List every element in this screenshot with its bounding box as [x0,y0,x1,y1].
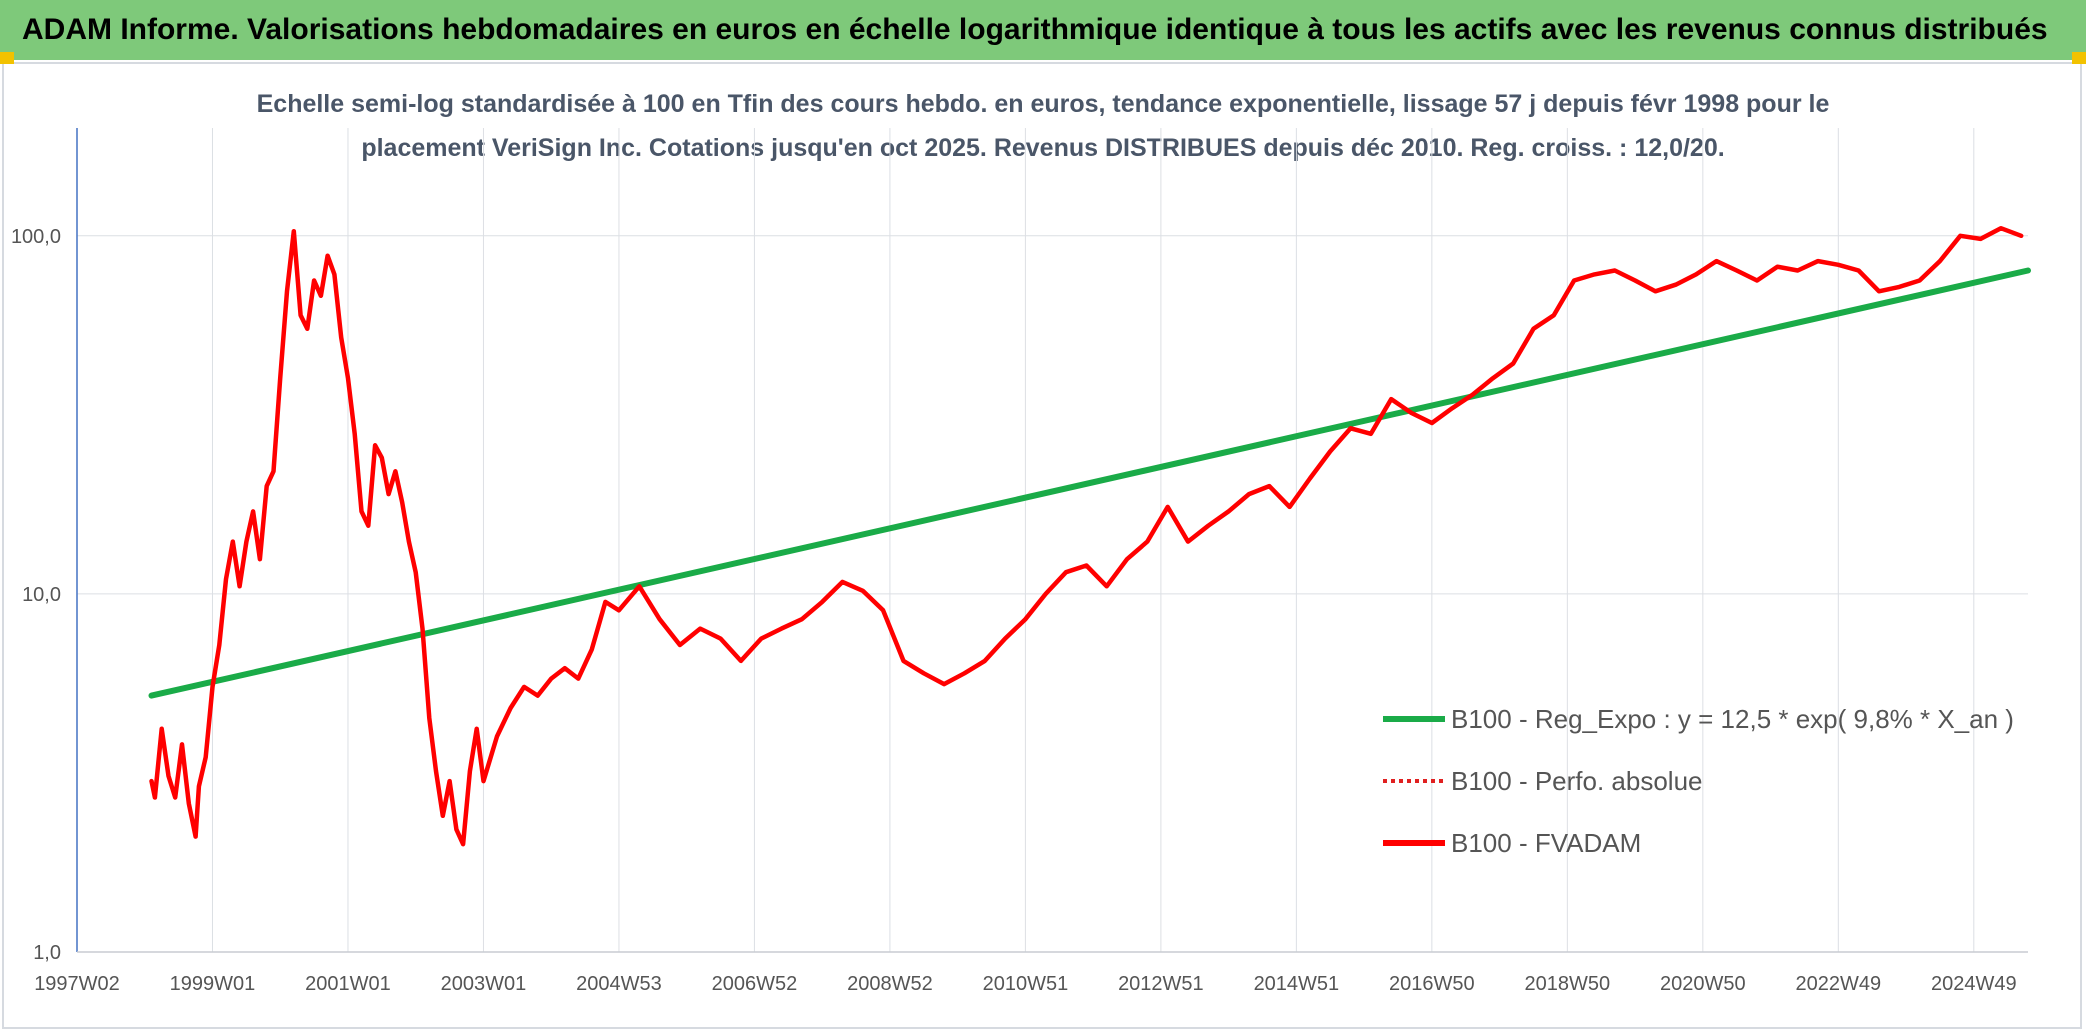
legend-item-fvadam: B100 - FVADAM [1383,812,2014,874]
legend-label-regression: B100 - Reg_Expo : y = 12,5 * exp( 9,8% *… [1451,703,2014,734]
fvadam-line [149,225,2024,847]
x-tick-label: 2020W50 [1660,973,1746,995]
report-title: ADAM Informe. Valorisations hebdomadaire… [0,0,2086,60]
x-tick-label: 2010W51 [983,973,1069,995]
corner-marker-left [0,52,14,64]
legend-item-perfo-absolue: B100 - Perfo. absolue [1383,750,2014,812]
axis-tick-labels: 1997W02 1999W01 2001W01 2003W01 2004W53 2006W… [11,226,2017,995]
legend-swatch-perfo-absolue [1383,779,1445,783]
x-tick-label: 2016W50 [1389,973,1475,995]
chart-subtitle-line-1: Echelle semi-log standardisée à 100 en T… [256,90,1830,118]
chart-subtitle: Echelle semi-log standardisée à 100 en T… [140,82,1946,170]
legend-swatch-regression [1383,716,1445,722]
x-tick-label: 2012W51 [1118,973,1204,995]
y-tick-label: 10,0 [22,584,61,606]
x-tick-label: 2024W49 [1931,973,2017,995]
regression-line [148,267,2031,699]
corner-marker-right [2072,52,2086,64]
chart-legend: B100 - Reg_Expo : y = 12,5 * exp( 9,8% *… [1383,688,2014,874]
x-tick-label: 2003W01 [441,973,527,995]
legend-label-fvadam: B100 - FVADAM [1451,827,1642,858]
chart-subtitle-line-2: placement VeriSign Inc. Cotations jusqu'… [361,134,1725,162]
x-tick-label: 2001W01 [305,973,391,995]
x-tick-label: 2014W51 [1254,973,1340,995]
legend-label-perfo-absolue: B100 - Perfo. absolue [1451,765,1703,796]
data-series [148,225,2031,847]
x-tick-label: 2006W52 [712,973,798,995]
x-tick-label: 1997W02 [34,973,120,995]
x-tick-label: 2008W52 [847,973,933,995]
chart-frame [2,62,2082,1029]
legend-item-regression: B100 - Reg_Expo : y = 12,5 * exp( 9,8% *… [1383,688,2014,750]
x-tick-label: 2022W49 [1796,973,1882,995]
legend-swatch-fvadam [1383,840,1445,846]
y-tick-label: 1,0 [33,942,61,964]
x-tick-label: 2018W50 [1525,973,1611,995]
x-tick-label: 1999W01 [170,973,256,995]
y-tick-label: 100,0 [11,226,61,248]
x-tick-label: 2004W53 [576,973,662,995]
